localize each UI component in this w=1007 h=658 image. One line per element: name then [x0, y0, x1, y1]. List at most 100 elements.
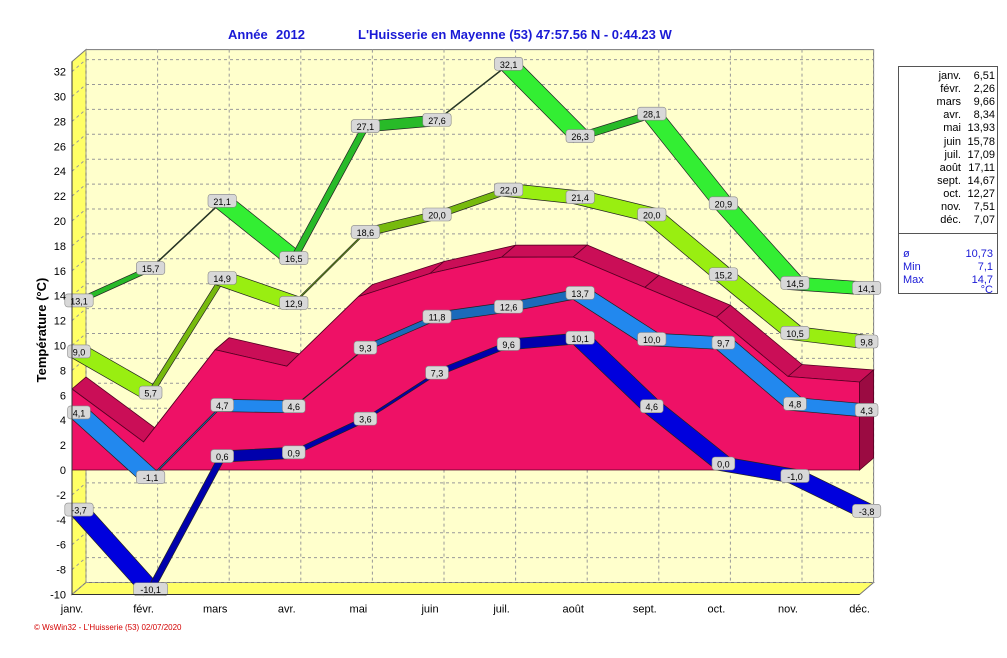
data-label-box [350, 119, 380, 133]
x-tick-label: mai [350, 604, 368, 616]
y-tick-label: 10 [54, 341, 66, 353]
data-label-box [637, 332, 667, 346]
chart-title-year-label: Année [228, 27, 268, 42]
mean-area-side [859, 369, 874, 471]
data-label: 13,7 [571, 289, 589, 299]
legend-value: 14,67 [967, 174, 995, 187]
data-label-box [640, 399, 664, 414]
data-label-box [565, 129, 595, 143]
legend-month: avr. [943, 109, 961, 122]
data-label: 20,0 [428, 211, 446, 221]
legend-row: juil. 17,09 [899, 149, 999, 162]
data-label-box [210, 449, 234, 463]
data-label-box [708, 267, 738, 282]
y-tick-label: 0 [60, 465, 66, 477]
data-label: 4,7 [216, 401, 229, 411]
data-label: 12,9 [285, 299, 303, 309]
x-tick-label: avr. [278, 604, 296, 616]
legend-value: 15,78 [967, 135, 995, 148]
x-tick-label: mars [203, 604, 228, 616]
data-label: 21,1 [213, 197, 231, 207]
data-label: 14,1 [858, 284, 876, 294]
data-label: 9,8 [860, 337, 873, 347]
data-label-box [565, 190, 595, 204]
data-label-box [494, 299, 524, 314]
legend-value: 17,09 [967, 148, 995, 161]
y-tick-label: 24 [54, 166, 66, 178]
legend-month: févr. [940, 83, 961, 96]
data-label: 9,0 [73, 347, 86, 357]
data-label-box [422, 207, 452, 222]
data-label: -1,1 [143, 473, 159, 483]
data-label: 32,1 [500, 60, 518, 70]
data-label-box [780, 469, 810, 483]
legend-row: févr. 2,26 [899, 83, 999, 96]
data-label: 16,5 [285, 254, 303, 264]
data-label-box [780, 325, 810, 340]
y-tick-label: 30 [54, 92, 66, 104]
data-label: 3,6 [359, 415, 372, 425]
data-label: 12,6 [500, 303, 518, 313]
data-label-box [210, 398, 234, 412]
x-tick-label: oct. [708, 604, 726, 616]
data-label: 10,1 [571, 334, 589, 344]
data-label: 27,6 [428, 116, 446, 126]
mean-area-top [500, 244, 589, 258]
data-label: 7,3 [431, 369, 444, 379]
data-label: 13,1 [70, 296, 88, 306]
x-tick-label: nov. [778, 604, 798, 616]
data-label-box [207, 194, 237, 208]
legend-month: oct. [943, 187, 961, 200]
legend-row: juin 15,78 [899, 136, 999, 149]
data-label: 11,8 [429, 313, 446, 323]
x-tick-label: janv. [60, 604, 83, 616]
data-label: 21,4 [571, 193, 589, 203]
data-label: 14,9 [213, 274, 231, 284]
data-label-box [279, 251, 309, 265]
legend-row: mars 9,66 [899, 96, 999, 109]
data-label: 4,8 [789, 400, 802, 410]
legend-row: août 17,11 [899, 162, 999, 175]
legend-separator [899, 233, 997, 234]
data-label-box [496, 337, 521, 351]
data-label-box [282, 399, 306, 414]
legend-unit: °C [980, 284, 993, 296]
data-label-box [708, 196, 738, 211]
data-label-box [637, 207, 667, 222]
x-tick-label: févr. [133, 604, 154, 616]
legend-value: 2,26 [973, 83, 995, 96]
data-label-box [282, 445, 306, 460]
data-label-box [854, 403, 879, 417]
y-tick-label: 28 [54, 116, 66, 128]
axes: -10-8-6-4-202468101214161820222426283032… [50, 61, 870, 616]
data-label: 9,7 [717, 339, 730, 349]
legend-month: janv. [938, 70, 961, 82]
y-tick-label: 16 [54, 266, 66, 278]
legend-month: juil. [944, 148, 961, 161]
data-label-box [422, 113, 452, 127]
legend-row: janv. 6,51 [899, 70, 999, 83]
data-label: 0,6 [216, 452, 229, 462]
data-label-box [207, 271, 237, 285]
legend-month: août [939, 161, 961, 174]
y-tick-label: 20 [54, 216, 66, 228]
data-label-box [565, 286, 595, 300]
legend-value: 8,34 [973, 109, 995, 122]
y-axis-title: Température (°C) [34, 278, 49, 383]
legend-row: déc. 7,07 [899, 214, 999, 227]
y-tick-label: 8 [60, 365, 66, 377]
legend-month: déc. [940, 214, 961, 227]
data-label: 4,6 [288, 402, 301, 412]
data-label: 4,1 [73, 408, 86, 418]
y-tick-label: 2 [60, 440, 66, 452]
x-tick-label: déc. [849, 604, 870, 616]
legend-month: mars [936, 96, 961, 109]
chart-title-station: L'Huisserie en Mayenne (53) 47:57.56 N -… [358, 27, 672, 42]
data-label: 0,9 [288, 448, 301, 458]
data-label-box [67, 405, 91, 420]
data-label: 27,1 [357, 122, 375, 132]
legend-value: 7,07 [973, 214, 995, 227]
footer-credit: © WsWin32 - L'Huisserie (53) 02/07/2020 [34, 623, 182, 632]
y-tick-label: -8 [56, 565, 66, 577]
data-label: 0,0 [717, 460, 730, 470]
